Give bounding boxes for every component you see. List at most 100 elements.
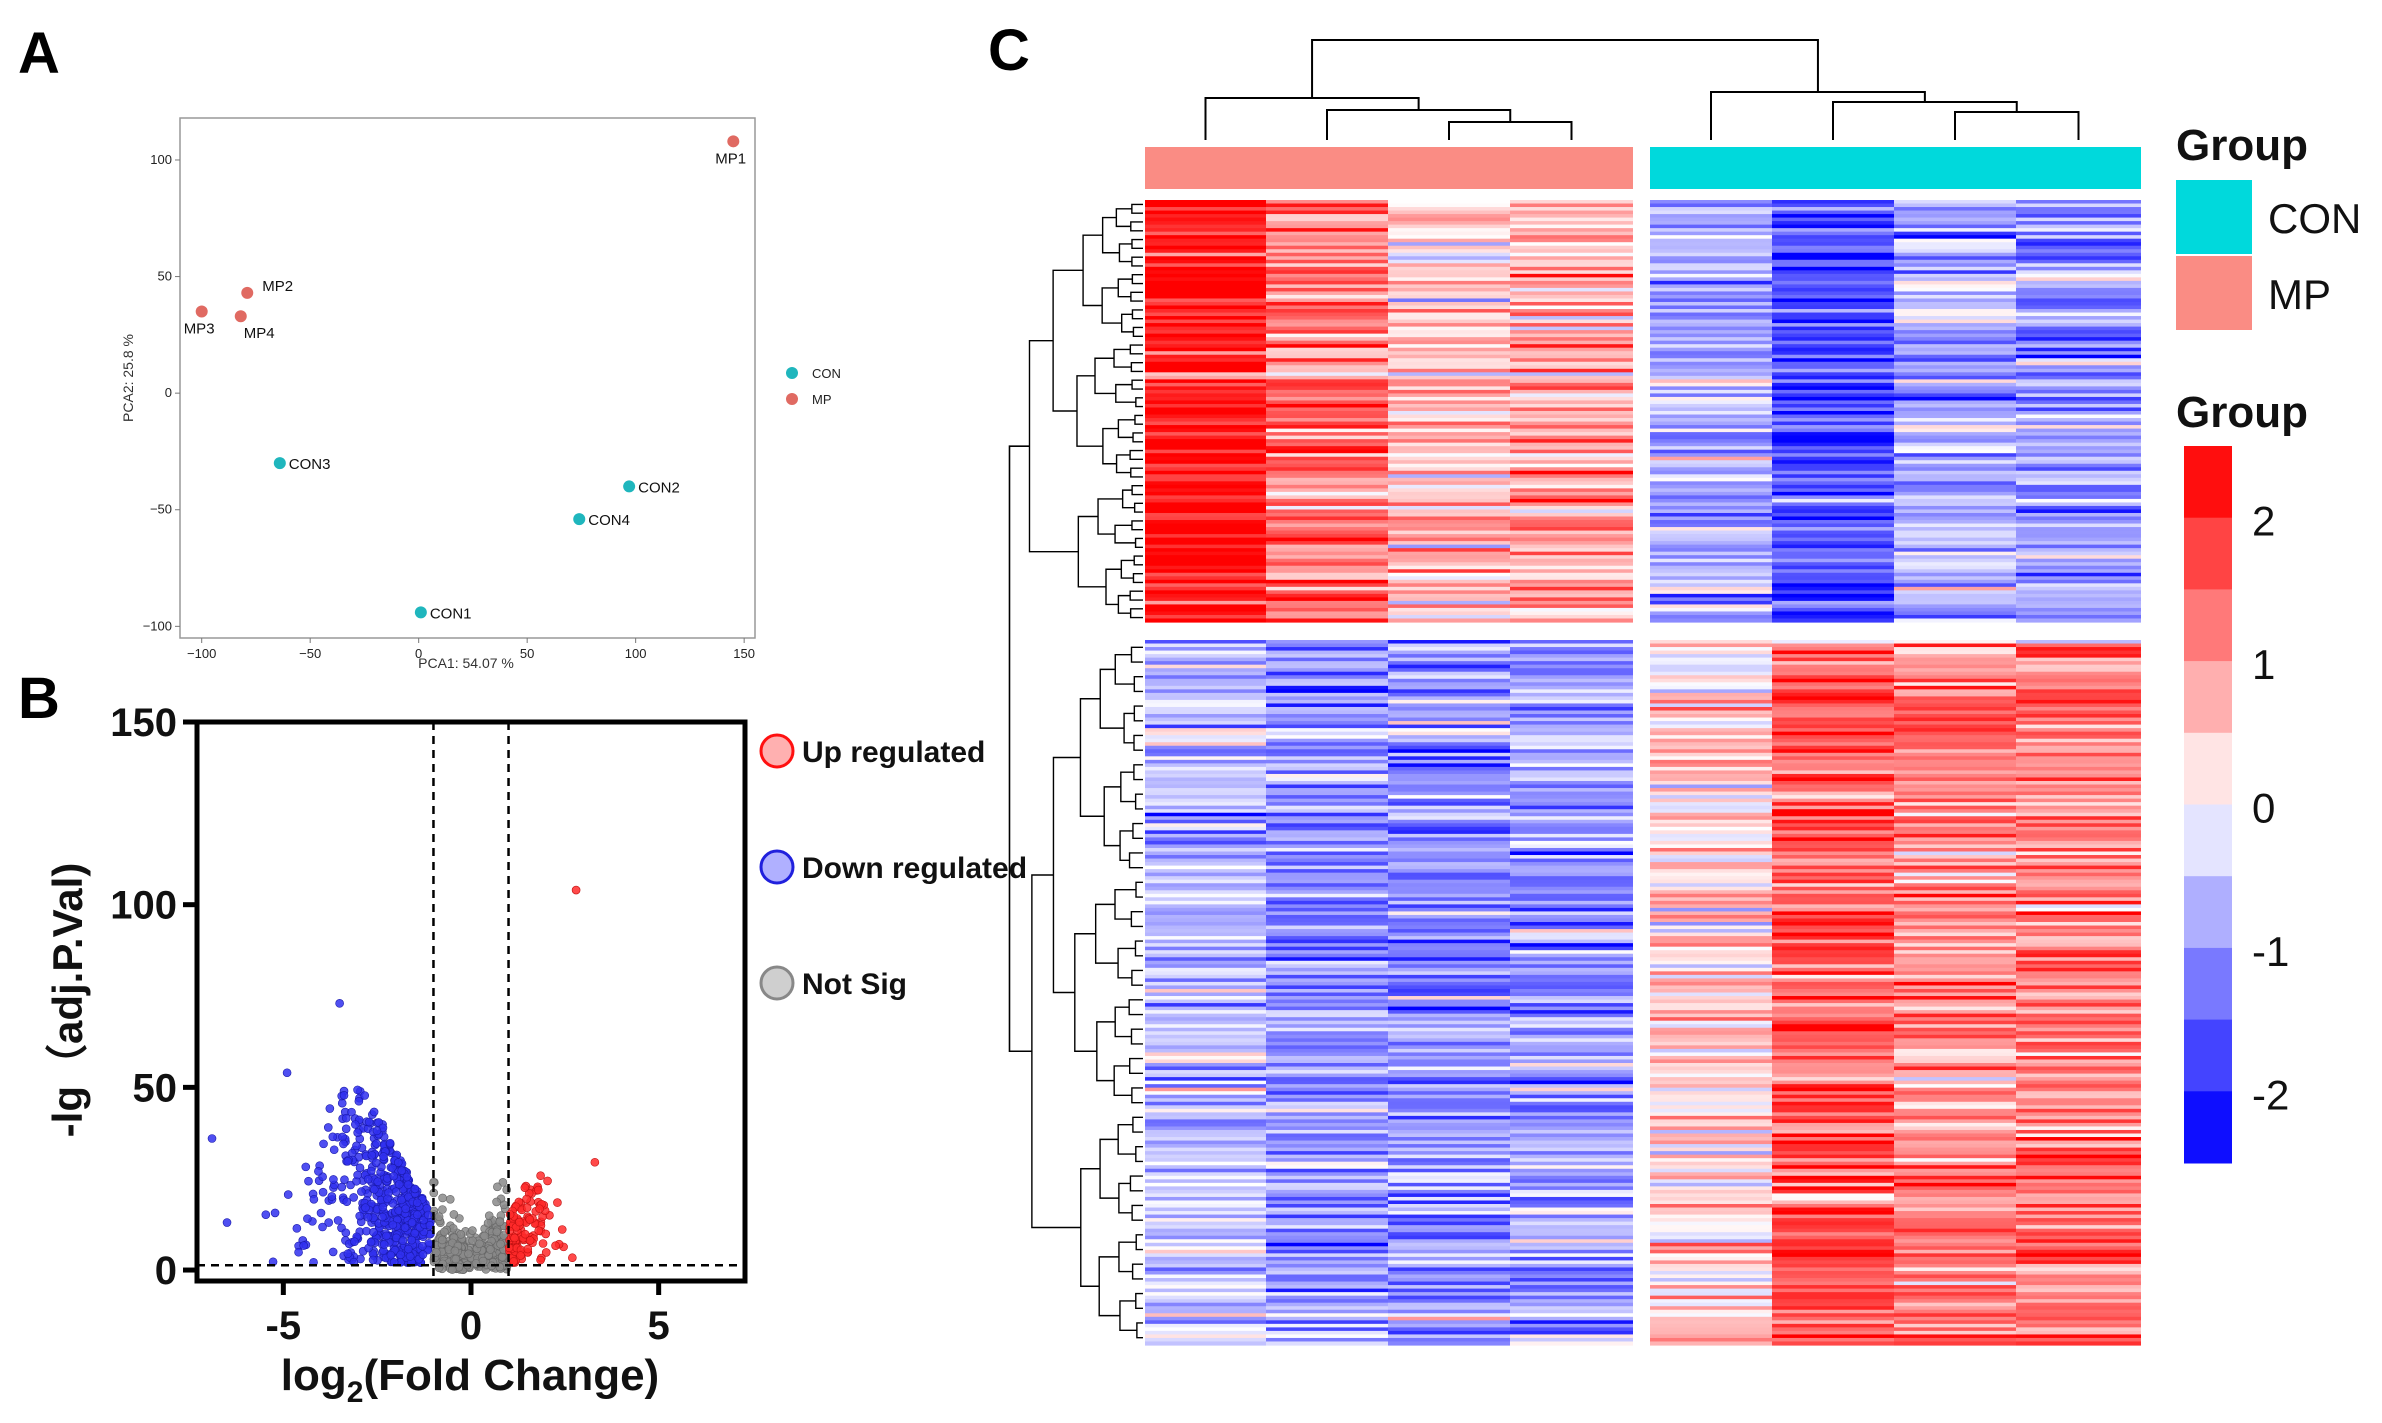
dendrogram-branch xyxy=(1134,793,1143,810)
heatmap-cell xyxy=(1650,1239,1772,1244)
heatmap-cell xyxy=(1145,266,1266,271)
heatmap-cell xyxy=(1650,435,1772,440)
heatmap-cell xyxy=(1145,537,1266,542)
heatmap-cell xyxy=(1894,456,2016,461)
heatmap-cell xyxy=(1266,1140,1388,1145)
heatmap-cell xyxy=(1145,365,1266,370)
dendrogram-branch xyxy=(1131,1263,1143,1280)
heatmap-cell xyxy=(2016,558,2141,563)
heatmap-cell xyxy=(1650,1108,1772,1113)
dendrogram-branch xyxy=(1710,91,1926,140)
heatmap-cell xyxy=(1894,551,2016,556)
heatmap-cell xyxy=(2016,1161,2141,1166)
heatmap-cell xyxy=(1894,618,2016,623)
heatmap-cell xyxy=(1388,439,1510,444)
heatmap-cell xyxy=(1894,847,2016,853)
heatmap-cell xyxy=(2016,1126,2141,1131)
heatmap-cell xyxy=(1894,1003,2016,1008)
heatmap-cell xyxy=(1650,981,1772,987)
heatmap-cell xyxy=(2016,756,2141,761)
heatmap-cell xyxy=(1145,847,1266,853)
heatmap-cell xyxy=(1772,1091,1894,1096)
heatmap-cell xyxy=(1145,957,1266,962)
volcano-point xyxy=(372,1139,381,1148)
annotation-legend-label: MP xyxy=(2268,271,2331,318)
heatmap-cell xyxy=(1388,512,1510,518)
heatmap-cell xyxy=(1388,643,1510,648)
heatmap-cell xyxy=(2016,228,2141,233)
heatmap-cell xyxy=(1266,1168,1388,1173)
heatmap-cell xyxy=(1772,249,1894,254)
heatmap-cell xyxy=(1772,1006,1894,1011)
heatmap-cell xyxy=(1145,1278,1266,1283)
heatmap-cell xyxy=(1388,1038,1510,1043)
heatmap-cell xyxy=(2016,724,2141,729)
heatmap-cell xyxy=(1510,305,1633,310)
heatmap-cell xyxy=(1650,798,1772,803)
volcano-point xyxy=(437,1235,447,1245)
heatmap-cell xyxy=(1266,604,1388,609)
heatmap-cell xyxy=(1510,988,1633,994)
heatmap-cell xyxy=(1894,403,2016,409)
heatmap-cell xyxy=(1894,284,2016,289)
heatmap-cell xyxy=(1145,1003,1266,1008)
heatmap-cell xyxy=(2016,337,2141,342)
heatmap-cell xyxy=(2016,1112,2141,1117)
heatmap-cell xyxy=(1266,449,1388,454)
heatmap-cell xyxy=(1388,950,1510,955)
heatmap-cell xyxy=(1894,1302,2016,1307)
volcano-point xyxy=(497,1252,507,1262)
heatmap-cell xyxy=(1510,1302,1633,1307)
heatmap-cell xyxy=(1145,1087,1266,1092)
volcano-point xyxy=(385,1138,395,1148)
dendrogram-branch xyxy=(1099,1138,1119,1199)
heatmap-cell xyxy=(1145,396,1266,402)
heatmap-cell xyxy=(1510,249,1633,254)
heatmap-cell xyxy=(1388,1048,1510,1054)
heatmap-cell xyxy=(1772,491,1894,496)
pca-xtick-label: −50 xyxy=(299,646,321,661)
heatmap-cell xyxy=(1772,847,1894,853)
pca-point-con3 xyxy=(273,457,286,470)
heatmap-cell xyxy=(1510,351,1633,356)
dendrogram-branch xyxy=(1052,269,1084,412)
heatmap-cell xyxy=(1650,228,1772,233)
heatmap-cell xyxy=(1266,654,1388,659)
heatmap-cell xyxy=(1266,802,1388,807)
heatmap-cell xyxy=(1145,1196,1266,1202)
heatmap-cell xyxy=(2016,996,2141,1001)
heatmap-cell xyxy=(1894,851,2016,856)
heatmap-cell xyxy=(1510,400,1633,405)
heatmap-cell xyxy=(1145,759,1266,764)
heatmap-cell xyxy=(1772,1172,1894,1177)
heatmap-cell xyxy=(1266,217,1388,222)
heatmap-cell xyxy=(2016,252,2141,257)
heatmap-cell xyxy=(1894,509,2016,514)
heatmap-cell xyxy=(1772,851,1894,856)
heatmap-cell xyxy=(1145,361,1266,366)
heatmap-cell xyxy=(1388,590,1510,595)
heatmap-cell xyxy=(1772,777,1894,782)
pca-legend-marker xyxy=(786,367,798,379)
heatmap-cell xyxy=(2016,1270,2141,1276)
heatmap-cell xyxy=(1145,795,1266,800)
heatmap-cell xyxy=(1650,245,1772,250)
dendrogram-branch xyxy=(1133,705,1143,722)
heatmap-cell xyxy=(1894,650,2016,655)
heatmap-cell xyxy=(1894,795,2016,800)
heatmap-cell xyxy=(2016,805,2141,810)
heatmap-cell xyxy=(1145,495,1266,500)
heatmap-cell xyxy=(1772,929,1894,934)
heatmap-cell xyxy=(1145,403,1266,409)
heatmap-cell xyxy=(1145,614,1266,620)
heatmap-cell xyxy=(1510,654,1633,659)
heatmap-cell xyxy=(1388,1232,1510,1237)
dendrogram-branch xyxy=(1117,1123,1136,1155)
heatmap-cell xyxy=(1388,344,1510,349)
heatmap-cell xyxy=(1145,340,1266,345)
heatmap-cell xyxy=(1388,1165,1510,1170)
heatmap-cell xyxy=(1772,207,1894,212)
heatmap-cell xyxy=(1510,1020,1633,1025)
heatmap-cell xyxy=(1650,1218,1772,1223)
heatmap-cell xyxy=(1266,724,1388,729)
